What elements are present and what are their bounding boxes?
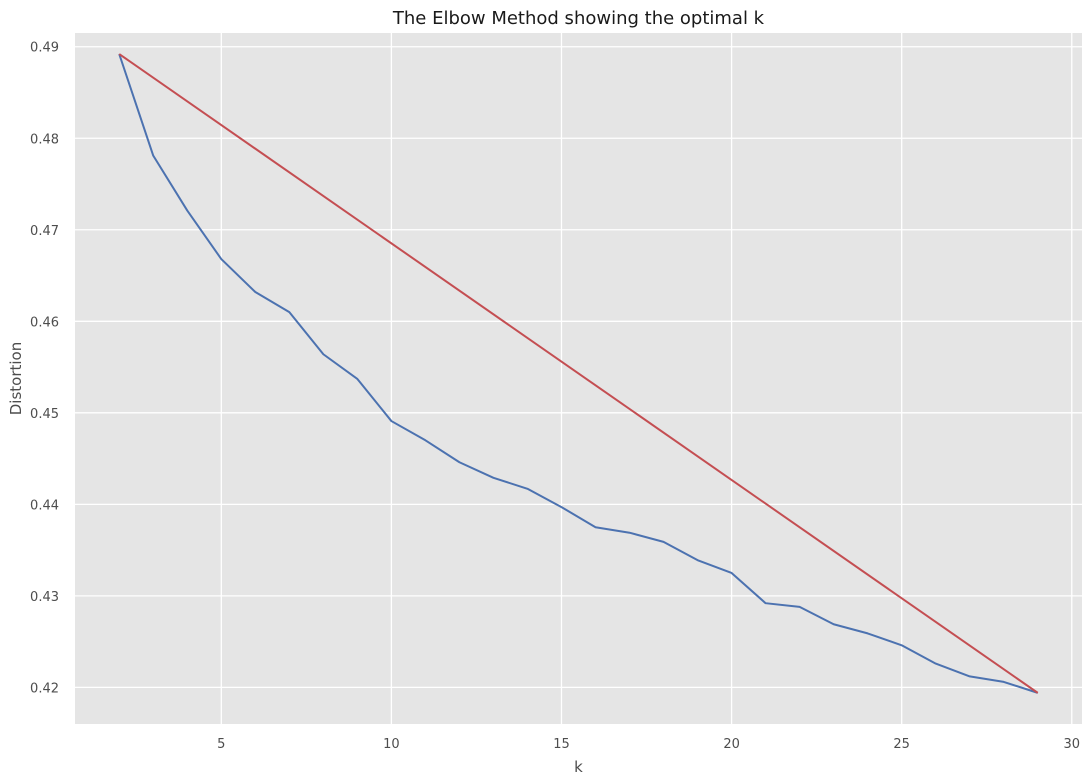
y-tick-label: 0.49 (30, 41, 59, 56)
distortion-line (118, 53, 1039, 694)
grid (75, 33, 1082, 724)
x-tick-label: 20 (723, 737, 740, 752)
series-group (118, 53, 1039, 694)
y-tick-label: 0.48 (30, 132, 59, 147)
y-axis-label: Distortion (7, 342, 25, 416)
chart-title: The Elbow Method showing the optimal k (392, 8, 765, 29)
y-tick-label: 0.43 (30, 590, 59, 605)
x-tick-label: 5 (217, 737, 225, 752)
reference-line (118, 53, 1039, 694)
y-tick-label: 0.46 (30, 315, 59, 330)
y-tick-labels: 0.42 0.43 0.44 0.45 0.46 0.47 0.48 0.49 (30, 41, 59, 697)
x-tick-label: 10 (383, 737, 400, 752)
x-tick-labels: 5 10 15 20 25 30 (217, 737, 1080, 752)
x-axis-label: k (574, 758, 583, 776)
x-tick-label: 25 (893, 737, 910, 752)
y-tick-label: 0.45 (30, 407, 59, 422)
plot-background (75, 33, 1082, 724)
x-tick-label: 15 (553, 737, 570, 752)
y-tick-label: 0.47 (30, 224, 59, 239)
y-tick-label: 0.42 (30, 681, 59, 696)
x-tick-label: 30 (1064, 737, 1081, 752)
y-tick-label: 0.44 (30, 498, 59, 513)
